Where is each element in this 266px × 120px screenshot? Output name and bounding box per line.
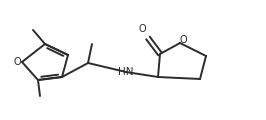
Text: O: O	[13, 57, 21, 67]
Text: O: O	[138, 24, 146, 34]
Text: HN: HN	[118, 67, 134, 77]
Text: O: O	[179, 35, 187, 45]
